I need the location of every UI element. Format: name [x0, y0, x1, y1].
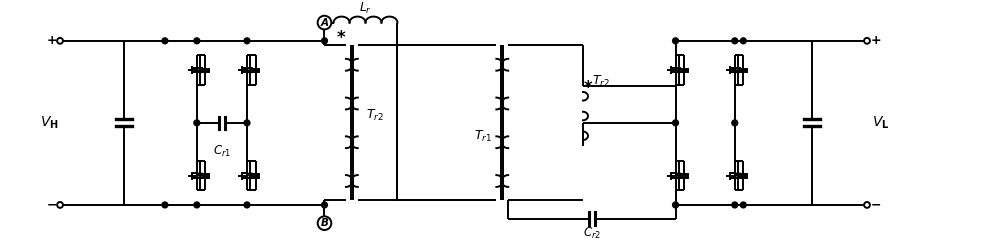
Text: $L_r$: $L_r$: [359, 1, 372, 16]
Text: $V_{\mathbf{L}}$: $V_{\mathbf{L}}$: [872, 115, 889, 131]
Text: +: +: [871, 34, 881, 47]
Text: $T_{r2}$: $T_{r2}$: [592, 74, 610, 89]
Circle shape: [244, 38, 250, 44]
Circle shape: [673, 202, 678, 208]
Polygon shape: [736, 68, 741, 72]
Polygon shape: [248, 173, 253, 178]
Circle shape: [318, 216, 331, 230]
Text: −: −: [47, 198, 57, 212]
Circle shape: [194, 38, 200, 44]
Circle shape: [864, 202, 870, 208]
Polygon shape: [736, 173, 741, 178]
Text: $T_{r2}$: $T_{r2}$: [366, 108, 383, 123]
Circle shape: [162, 38, 168, 44]
Text: *: *: [584, 79, 593, 97]
Text: $C_{r1}$: $C_{r1}$: [213, 144, 231, 159]
Circle shape: [57, 38, 63, 44]
Circle shape: [740, 38, 746, 44]
Circle shape: [244, 202, 250, 208]
Text: B: B: [321, 218, 328, 228]
Circle shape: [673, 120, 678, 126]
Text: $C_{r2}$: $C_{r2}$: [583, 226, 601, 241]
Circle shape: [322, 202, 327, 208]
Circle shape: [57, 202, 63, 208]
Text: $T_{r1}$: $T_{r1}$: [474, 129, 492, 144]
Circle shape: [322, 38, 327, 44]
Polygon shape: [676, 68, 681, 72]
Circle shape: [194, 120, 200, 126]
Polygon shape: [198, 68, 203, 72]
Circle shape: [732, 120, 738, 126]
Circle shape: [318, 16, 331, 30]
Circle shape: [732, 38, 738, 44]
Circle shape: [244, 120, 250, 126]
Text: A: A: [320, 18, 328, 28]
Circle shape: [194, 202, 200, 208]
Circle shape: [673, 38, 678, 44]
Polygon shape: [248, 68, 253, 72]
Polygon shape: [676, 173, 681, 178]
Text: +: +: [47, 34, 57, 47]
Circle shape: [740, 202, 746, 208]
Text: $V_{\mathbf{H}}$: $V_{\mathbf{H}}$: [40, 115, 58, 131]
Circle shape: [162, 202, 168, 208]
Polygon shape: [198, 173, 203, 178]
Circle shape: [864, 38, 870, 44]
Circle shape: [732, 202, 738, 208]
Text: *: *: [337, 29, 346, 47]
Text: −: −: [871, 198, 881, 212]
